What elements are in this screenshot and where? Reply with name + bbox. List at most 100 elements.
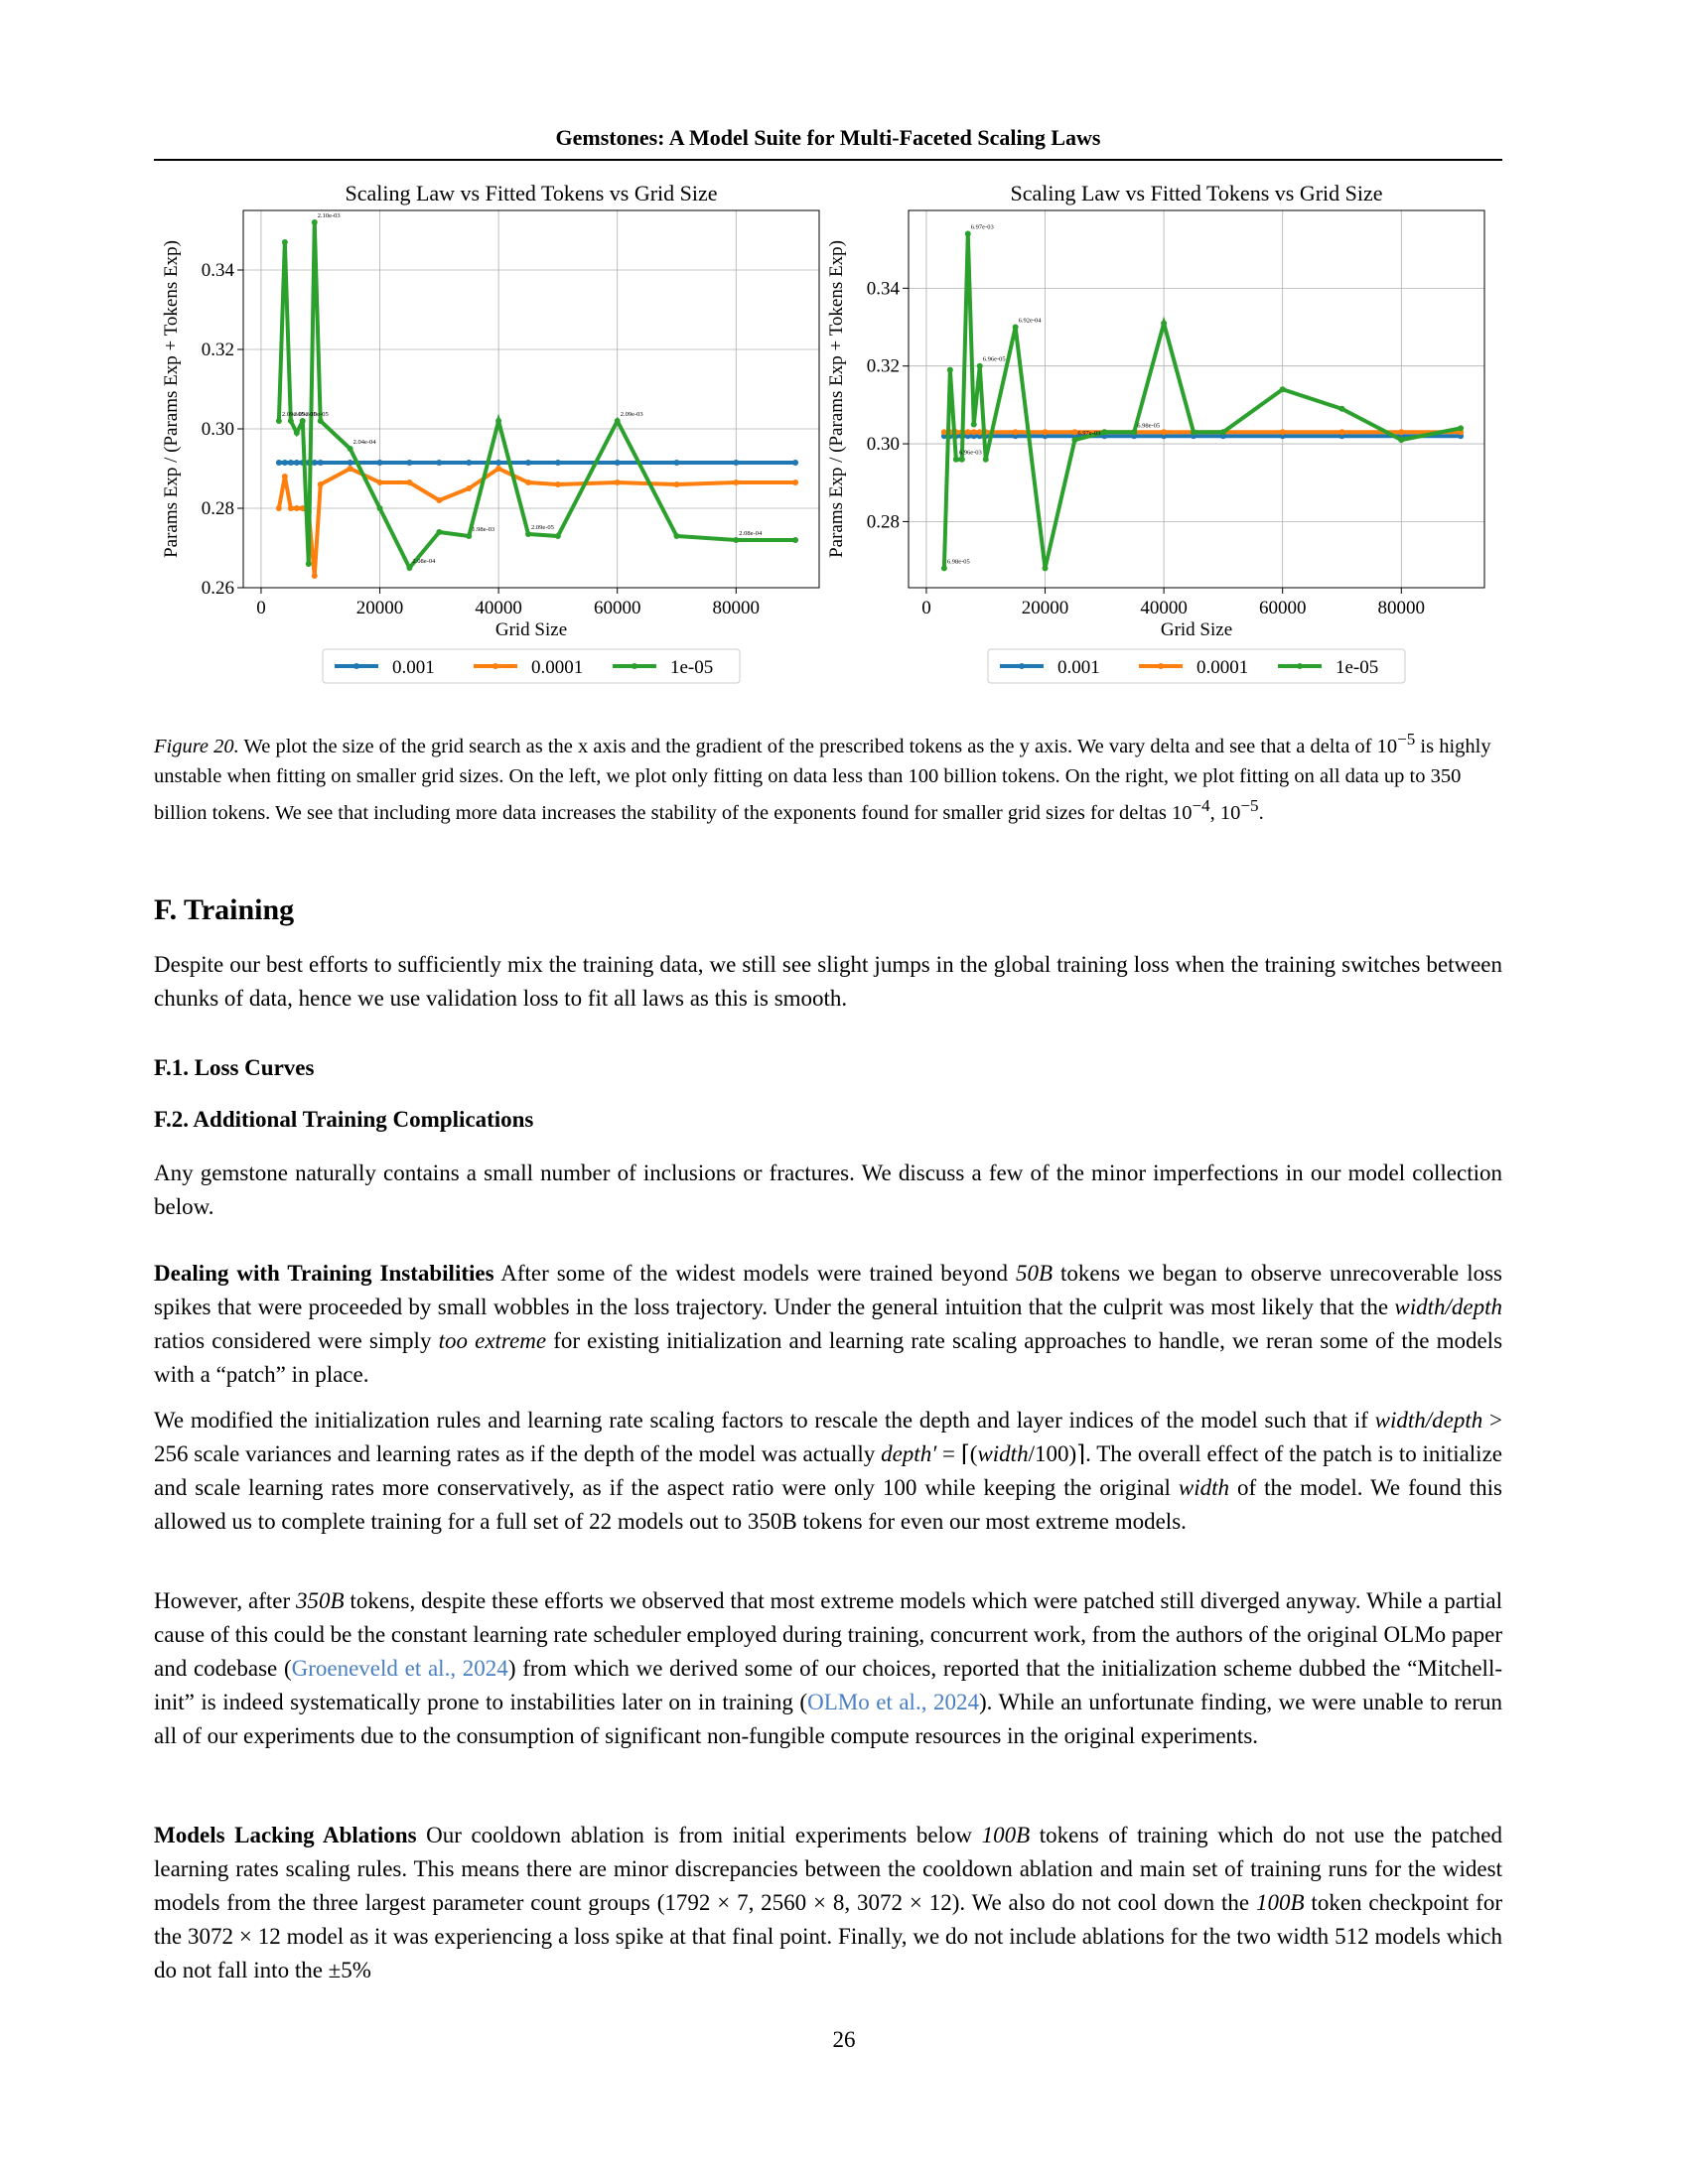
data-point: [1398, 429, 1405, 436]
x-tick-label: 0: [921, 598, 931, 618]
series-line: [276, 466, 796, 577]
caption-text: billion tokens. We see that including mo…: [154, 801, 1172, 824]
point-label: 2.09e-05: [294, 411, 317, 418]
paragraph-modified: We modified the initialization rules and…: [154, 1404, 1502, 1539]
caption-math: , 10: [1209, 801, 1241, 824]
math: width/depth: [1374, 1408, 1483, 1433]
caption-math: 100: [908, 764, 939, 787]
data-point: [1131, 429, 1138, 436]
data-point: [311, 460, 318, 466]
text: of the model. We found this allowed us t…: [154, 1475, 1503, 1534]
legend-label: 0.0001: [531, 657, 583, 678]
caption-math-sup: −5: [1397, 730, 1416, 749]
caption-text: We plot the size of the grid search as t…: [238, 735, 1377, 757]
math: width: [977, 1441, 1029, 1466]
plot-frame: [242, 209, 820, 589]
caption-text: billion tokens. On the right, we plot fi…: [938, 764, 1431, 787]
data-point: [1219, 429, 1226, 436]
point-label: 6.92e-04: [1019, 318, 1043, 325]
data-point: [305, 561, 312, 567]
data-point: [1279, 386, 1286, 393]
point-label: 6.96e-03: [959, 450, 982, 457]
citation-link[interactable]: OLMo et al., 2024: [807, 1690, 979, 1714]
data-point: [406, 479, 413, 485]
x-tick-label: 40000: [475, 598, 522, 618]
data-point: [952, 456, 959, 463]
math: > 256: [154, 1408, 1502, 1466]
citation-link[interactable]: Groeneveld et al., 2024: [291, 1656, 508, 1681]
data-point: [525, 531, 532, 537]
data-point: [436, 460, 443, 466]
series-line: [941, 233, 1462, 569]
y-tick-label: 0.30: [202, 419, 234, 440]
data-point: [293, 505, 300, 511]
data-point: [275, 460, 282, 466]
chart-right-svg: Scaling Law vs Fitted Tokens vs Grid Siz…: [826, 181, 1485, 684]
data-point: [1161, 429, 1168, 436]
y-tick-label: 0.26: [202, 578, 234, 599]
data-point: [299, 505, 306, 511]
legend-marker: [492, 663, 498, 669]
point-label: 6.97e-03: [971, 224, 994, 231]
data-point: [466, 460, 473, 466]
x-tick-label: 80000: [1378, 598, 1426, 618]
legend-marker: [1297, 663, 1303, 669]
data-point: [733, 537, 740, 543]
data-point: [436, 529, 443, 535]
section-heading-training: F. Training: [154, 893, 295, 926]
math: 512: [1335, 1924, 1369, 1949]
legend-label: 1e-05: [670, 657, 713, 678]
data-point: [406, 460, 413, 466]
text: token checkpoint for the: [154, 1890, 1502, 1949]
legend-label: 0.001: [1057, 657, 1100, 678]
caption-math: 10: [1376, 735, 1398, 757]
data-point: [1042, 429, 1049, 436]
data-point: [940, 565, 947, 572]
y-tick-label: 0.32: [202, 340, 234, 360]
subsection-loss-curves: F.1. Loss Curves: [154, 1055, 315, 1080]
text: ) from which we derived some of our choi…: [154, 1656, 1503, 1714]
legend-box: [987, 648, 1406, 684]
point-label: 6.97e-03: [1077, 430, 1100, 437]
point-label: 2.09e-05: [531, 524, 554, 531]
series-line: [276, 221, 796, 572]
paragraph-lead: Dealing with Training Instabilities: [154, 1261, 494, 1286]
paragraph-lead: Models Lacking Ablations: [154, 1823, 417, 1847]
text: However, after: [154, 1588, 296, 1613]
data-point: [1071, 437, 1078, 444]
data-point: [1279, 429, 1286, 436]
data-point: [275, 505, 282, 511]
data-point: [1338, 429, 1345, 436]
data-point: [281, 239, 288, 245]
subsection-complications: F.2. Additional Training Complications: [154, 1107, 534, 1132]
math: depth′: [881, 1441, 937, 1466]
data-point: [376, 460, 383, 466]
data-point: [976, 362, 983, 369]
data-point: [376, 505, 383, 511]
caption-text: is highly unstable when fitting on small…: [154, 735, 1491, 787]
data-point: [554, 460, 561, 466]
y-axis-label: Params Exp / (Params Exp + Tokens Exp): [161, 240, 182, 558]
data-point: [1071, 429, 1078, 436]
chart-right: Scaling Law vs Fitted Tokens vs Grid Siz…: [824, 171, 1499, 692]
chart-title: Scaling Law vs Fitted Tokens vs Grid Siz…: [345, 181, 717, 205]
paragraph-however: However, after 350B tokens, despite thes…: [154, 1584, 1502, 1753]
point-label: 6.96e-05: [983, 356, 1006, 363]
text: tokens of training which do not use the …: [154, 1823, 1502, 1915]
data-point: [554, 481, 561, 487]
text: tokens we began to observe unrecoverable…: [154, 1261, 1503, 1319]
point-label: 1.98e-03: [472, 526, 494, 533]
x-tick-label: 20000: [356, 598, 404, 618]
data-point: [1101, 429, 1108, 436]
data-point: [554, 533, 561, 539]
data-point: [281, 460, 288, 466]
data-point: [792, 479, 799, 485]
paragraph-instabilities: Dealing with Training Instabilities Afte…: [154, 1257, 1502, 1392]
math: /100)⌉: [1028, 1441, 1086, 1466]
text: while keeping the original: [916, 1475, 1179, 1500]
paragraph-training: Despite our best efforts to sufficiently…: [154, 952, 1502, 1011]
text: model as it was experiencing a loss spik…: [280, 1924, 1336, 1949]
point-label: 2.08e-04: [412, 558, 436, 565]
data-point: [347, 466, 353, 472]
paragraph-ablations: Models Lacking Ablations Our cooldown ab…: [154, 1819, 1502, 1987]
